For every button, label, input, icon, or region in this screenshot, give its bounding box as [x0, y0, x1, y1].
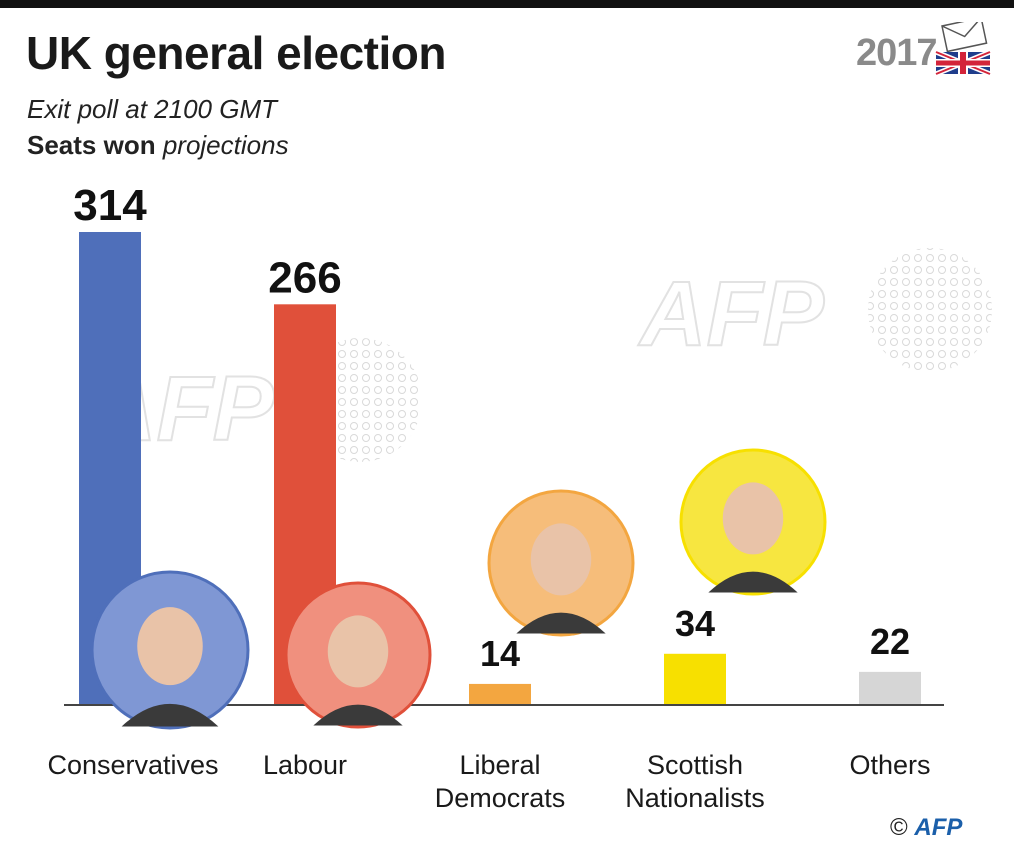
- logo-year-text: 2017: [856, 32, 938, 74]
- leader-portrait-liberal-democrats: [487, 489, 635, 637]
- leader-portrait-conservatives: [90, 570, 250, 730]
- value-labels: 314 266 14 34 22: [73, 181, 910, 674]
- top-bar: [0, 0, 1014, 8]
- category-label-scottish-nationalists: Scottish: [647, 750, 743, 780]
- afp-watermark-text: AFP: [638, 263, 825, 365]
- chart-title: UK general election: [26, 27, 446, 79]
- category-label-others: Others: [849, 750, 930, 780]
- bar-scottish-nationalists: [664, 653, 726, 705]
- category-label-labour: Labour: [263, 750, 347, 780]
- chart-subtitle: Exit poll at 2100 GMT: [27, 94, 277, 124]
- afp-watermark-ball: [868, 248, 992, 372]
- category-label-conservatives: Conservatives: [47, 750, 218, 780]
- metric-line: Seats won projections: [27, 130, 289, 161]
- leader-portraits: [90, 448, 827, 730]
- value-label-conservatives: 314: [73, 181, 147, 230]
- copyright-symbol: ©: [890, 814, 908, 841]
- leader-portrait-scottish-nationalists: [679, 448, 827, 596]
- category-label-scottish-nationalists: Nationalists: [625, 783, 765, 813]
- category-label-liberal-democrats: Democrats: [435, 783, 566, 813]
- afp-logo-text: AFP: [914, 814, 963, 841]
- copyright-credit: © AFP: [890, 814, 962, 842]
- election-2017-logo: 2017: [856, 22, 996, 78]
- bar-liberal-democrats: [469, 683, 531, 705]
- value-label-labour: 266: [268, 253, 341, 302]
- value-label-liberal-democrats: 14: [480, 633, 520, 674]
- ballot-flag-icon: [935, 22, 991, 77]
- bar-others: [859, 671, 921, 705]
- leader-portrait-labour: [284, 581, 432, 729]
- metric-label: Seats won: [27, 130, 156, 160]
- category-label-liberal-democrats: Liberal: [459, 750, 540, 780]
- metric-qualifier: projections: [162, 130, 289, 160]
- value-label-scottish-nationalists: 34: [675, 603, 715, 644]
- value-label-others: 22: [870, 621, 910, 662]
